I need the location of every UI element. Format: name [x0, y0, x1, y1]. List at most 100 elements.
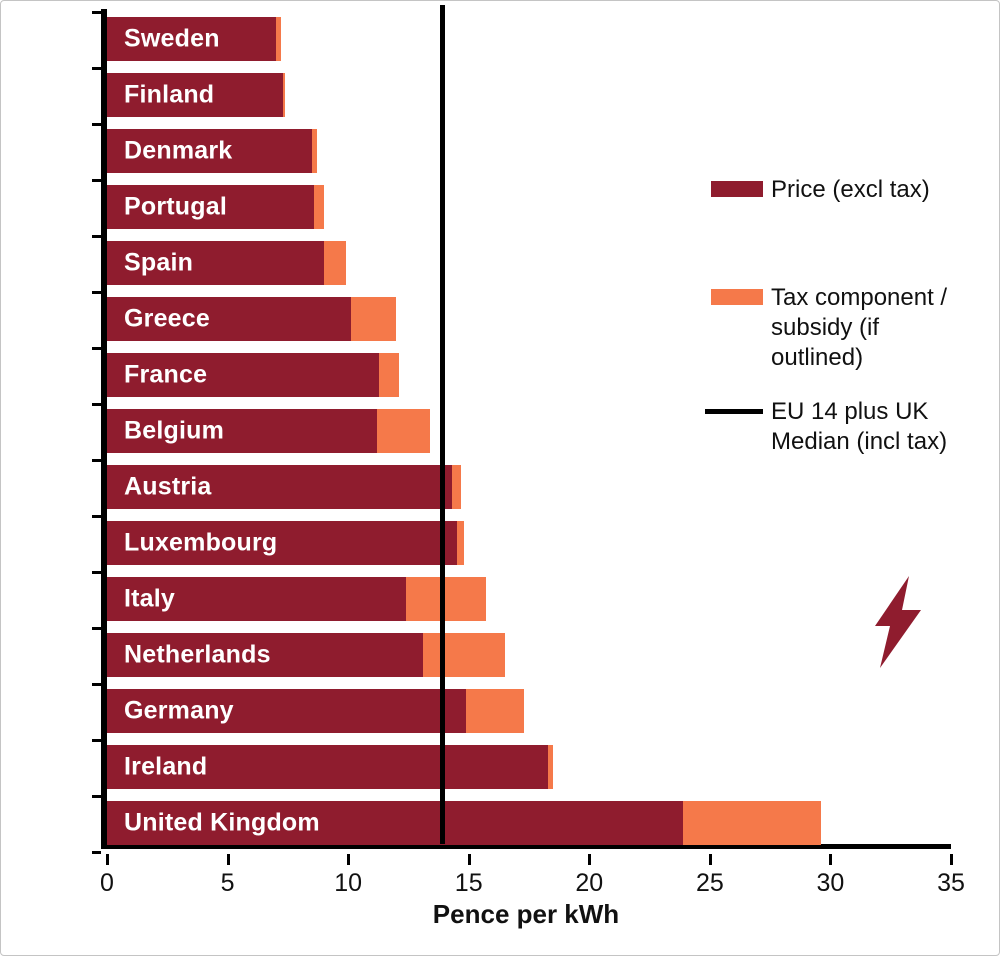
y-axis-tick: [92, 11, 101, 14]
x-axis-tick: [588, 854, 592, 865]
y-axis-tick: [92, 683, 101, 686]
x-axis-tick-label: 0: [100, 869, 114, 897]
bar-country-label: Finland: [124, 80, 215, 109]
y-axis-tick: [92, 403, 101, 406]
bar-row: Germany: [107, 689, 951, 733]
y-axis-tick: [92, 851, 101, 854]
y-axis-tick: [92, 67, 101, 70]
x-axis-tick: [226, 854, 230, 865]
price-segment: [107, 633, 423, 677]
y-axis-tick: [92, 235, 101, 238]
bar-row: Greece: [107, 297, 951, 341]
price-segment: [107, 689, 467, 733]
y-axis-tick: [92, 291, 101, 294]
lightning-bolt-icon: [875, 576, 921, 668]
y-axis-tick: [92, 795, 101, 798]
price-segment: [107, 73, 284, 117]
price-segment: [107, 353, 380, 397]
y-axis-tick: [92, 571, 101, 574]
price-swatch-icon: [711, 181, 763, 197]
y-axis-tick: [92, 515, 101, 518]
bar-country-label: Sweden: [124, 24, 220, 53]
tax-segment: [406, 577, 486, 621]
legend-tax-label: Tax component / subsidy (if outlined): [771, 284, 948, 371]
price-segment: [107, 577, 407, 621]
y-axis-tick: [92, 739, 101, 742]
tax-segment: [350, 297, 397, 341]
bar-row: Luxembourg: [107, 521, 951, 565]
bar-country-label: Spain: [124, 248, 194, 277]
x-axis-tick-label: 15: [454, 869, 483, 897]
price-segment: [107, 409, 378, 453]
x-axis-tick-label: 30: [816, 869, 845, 897]
tax-segment: [466, 689, 525, 733]
bar-country-label: Italy: [124, 584, 176, 613]
bar-country-label: Ireland: [124, 752, 208, 781]
x-axis-tick-label: 25: [695, 869, 724, 897]
bar-country-label: Germany: [124, 696, 234, 725]
x-axis-tick: [106, 854, 109, 865]
x-axis-tick: [708, 854, 712, 865]
tax-segment: [314, 185, 325, 229]
x-axis-tick: [950, 854, 953, 865]
bar-country-label: United Kingdom: [124, 808, 320, 837]
price-segment: [107, 465, 452, 509]
x-axis-title: Pence per kWh: [432, 899, 620, 929]
y-axis-tick: [92, 459, 101, 462]
y-axis-tick: [92, 627, 101, 630]
x-axis-tick: [467, 854, 471, 865]
legend-item-price: Price (excl tax): [711, 175, 930, 205]
tax-segment: [683, 801, 821, 845]
price-segment: [107, 129, 312, 173]
legend-price-label: Price (excl tax): [771, 176, 930, 203]
plot-area: Sweden Finland Denmark Portugal Spain Greece F…: [92, 5, 965, 897]
bar-row: Italy: [107, 577, 951, 621]
tax-segment: [311, 129, 317, 173]
bar-country-label: Belgium: [124, 416, 225, 445]
bar-row: Finland: [107, 73, 951, 117]
x-axis-tick-label: 35: [937, 869, 965, 897]
legend-item-tax: Tax component / subsidy (if outlined): [711, 283, 956, 373]
x-axis-tick: [347, 854, 351, 865]
bar-country-label: Denmark: [124, 136, 233, 165]
x-axis-tick-label: 10: [334, 869, 363, 897]
bar-row: Ireland: [107, 745, 951, 789]
x-axis-tick-label: 5: [220, 869, 235, 897]
bar-row: Netherlands: [107, 633, 951, 677]
bar-row: France: [107, 353, 951, 397]
bar-row: Portugal: [107, 185, 951, 229]
tax-segment: [548, 745, 554, 789]
price-segment: [107, 521, 457, 565]
tax-segment: [422, 633, 505, 677]
bar-row: Sweden: [107, 17, 951, 61]
tax-segment: [451, 465, 462, 509]
price-segment: [107, 185, 315, 229]
bar-country-label: Netherlands: [124, 640, 271, 669]
tax-segment: [377, 409, 431, 453]
bar-country-label: Luxembourg: [124, 528, 278, 557]
bar-row: Spain: [107, 241, 951, 285]
y-axis-tick: [92, 123, 101, 126]
legend-median-label: EU 14 plus UK Median (incl tax): [771, 398, 948, 455]
price-segment: [107, 241, 325, 285]
bar-country-label: France: [124, 360, 208, 389]
y-axis-tick: [92, 347, 101, 350]
bar-country-label: Portugal: [124, 192, 227, 221]
tax-segment: [379, 353, 399, 397]
lightning-bolt-shape: [875, 576, 921, 668]
tax-segment: [275, 17, 281, 61]
tax-segment: [283, 73, 286, 117]
bar-country-label: Austria: [124, 472, 212, 501]
bar-country-label: Greece: [124, 304, 210, 333]
bar-row: Austria: [107, 465, 951, 509]
price-segment: [107, 17, 276, 61]
bar-row: United Kingdom: [107, 801, 951, 845]
y-axis-tick: [92, 179, 101, 182]
x-axis-tick: [829, 854, 833, 865]
price-segment: [107, 745, 549, 789]
legend-item-median: EU 14 plus UK Median (incl tax): [705, 397, 976, 457]
median-line-swatch-icon: [705, 409, 763, 414]
bar-row: Denmark: [107, 129, 951, 173]
x-axis-tick-label: 20: [575, 869, 604, 897]
